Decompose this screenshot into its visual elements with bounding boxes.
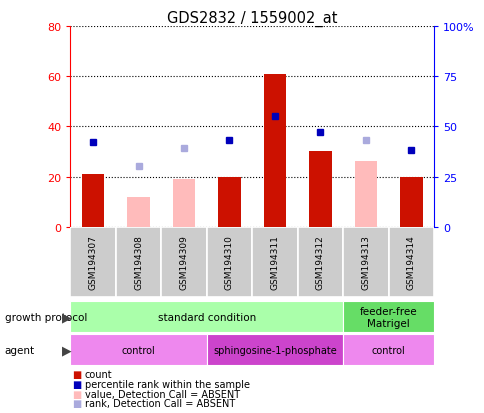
Text: GSM194314: GSM194314 (406, 235, 415, 290)
Text: ▶: ▶ (62, 311, 72, 323)
Bar (218, 177, 241, 227)
Text: GSM194311: GSM194311 (270, 235, 279, 290)
Bar (70, 301, 342, 332)
Text: GSM194309: GSM194309 (179, 235, 188, 290)
Bar (206, 335, 342, 366)
Text: GSM194307: GSM194307 (89, 235, 97, 290)
Text: standard condition: standard condition (157, 312, 256, 322)
Bar (399, 177, 422, 227)
Text: ▶: ▶ (62, 344, 72, 356)
Text: control: control (371, 345, 405, 355)
Bar (70, 335, 206, 366)
Bar (161, 227, 206, 297)
Text: GSM194312: GSM194312 (315, 235, 324, 290)
Bar (342, 227, 388, 297)
Bar (342, 335, 433, 366)
Bar (308, 152, 331, 227)
Text: ■: ■ (72, 399, 81, 408)
Bar (388, 227, 433, 297)
Text: agent: agent (5, 345, 35, 355)
Bar (252, 227, 297, 297)
Text: value, Detection Call = ABSENT: value, Detection Call = ABSENT (85, 389, 240, 399)
Text: ■: ■ (72, 379, 81, 389)
Bar (172, 180, 195, 227)
Bar (263, 74, 286, 227)
Bar (81, 175, 104, 227)
Text: growth protocol: growth protocol (5, 312, 87, 322)
Text: sphingosine-1-phosphate: sphingosine-1-phosphate (212, 345, 336, 355)
Text: GSM194308: GSM194308 (134, 235, 143, 290)
Text: ■: ■ (72, 369, 81, 379)
Bar (116, 227, 161, 297)
Text: count: count (85, 369, 112, 379)
Text: control: control (121, 345, 155, 355)
Text: rank, Detection Call = ABSENT: rank, Detection Call = ABSENT (85, 399, 235, 408)
Text: GSM194310: GSM194310 (225, 235, 233, 290)
Bar (70, 227, 116, 297)
Text: ■: ■ (72, 389, 81, 399)
Bar (206, 227, 252, 297)
Bar (342, 301, 433, 332)
Bar (127, 197, 150, 227)
Text: GSM194313: GSM194313 (361, 235, 370, 290)
Text: feeder-free
Matrigel: feeder-free Matrigel (359, 306, 417, 328)
Bar (354, 162, 377, 227)
Title: GDS2832 / 1559002_at: GDS2832 / 1559002_at (166, 11, 337, 27)
Bar (297, 227, 342, 297)
Text: percentile rank within the sample: percentile rank within the sample (85, 379, 249, 389)
